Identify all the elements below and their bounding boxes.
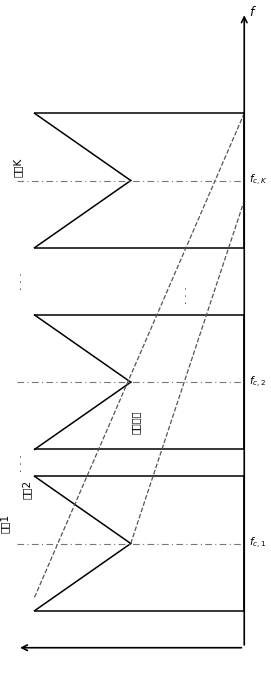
Text: $f_{c,K}$: $f_{c,K}$: [249, 173, 268, 188]
Text: $f$: $f$: [249, 5, 257, 19]
Text: 通道2: 通道2: [22, 480, 32, 500]
Text: $f_{c,2}$: $f_{c,2}$: [249, 375, 266, 390]
Text: $f_{c,1}$: $f_{c,1}$: [249, 536, 266, 551]
Text: 通道K: 通道K: [12, 158, 22, 176]
Text: 反馈信号: 反馈信号: [131, 411, 141, 434]
Text: · · ·: · · ·: [17, 454, 27, 472]
Text: · · ·: · · ·: [182, 286, 192, 304]
Text: 通道1: 通道1: [0, 514, 10, 533]
Text: · · ·: · · ·: [17, 272, 27, 290]
